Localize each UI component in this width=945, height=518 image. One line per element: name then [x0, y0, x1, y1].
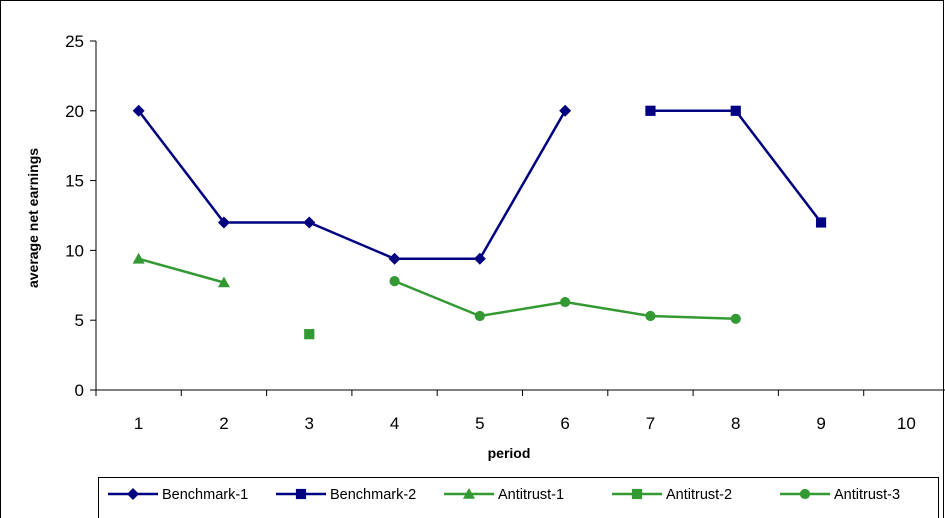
data-point-benchmark-1	[473, 252, 486, 265]
x-tick-label: 6	[560, 414, 569, 433]
legend-label-benchmark-1: Benchmark-1	[162, 487, 248, 503]
x-axis-title: period	[488, 445, 531, 461]
series-line-antitrust-1	[138, 257, 225, 284]
data-point-benchmark-1	[217, 216, 230, 229]
data-point-antitrust-3	[645, 310, 656, 322]
data-point-antitrust-1	[217, 276, 230, 288]
data-point-benchmark-1	[132, 104, 145, 117]
data-point-benchmark-2	[730, 105, 741, 116]
legend-label-antitrust-1: Antitrust-1	[498, 487, 564, 503]
legend-marker-benchmark-1	[127, 488, 139, 500]
data-point-antitrust-3	[560, 296, 571, 308]
data-point-benchmark-2	[815, 217, 827, 228]
data-point-benchmark-2	[645, 105, 656, 116]
legend-label-benchmark-2: Benchmark-2	[330, 487, 416, 503]
data-point-antitrust-3	[730, 313, 741, 324]
x-tick-label: 8	[731, 414, 740, 433]
legend-label-antitrust-3: Antitrust-3	[834, 487, 900, 503]
legend-marker-antitrust-1	[463, 488, 475, 499]
data-point-antitrust-3	[474, 310, 485, 322]
y-tick-label: 25	[65, 32, 84, 51]
data-point-benchmark-1	[388, 252, 401, 265]
x-tick-label: 9	[816, 414, 825, 433]
y-tick-label: 5	[75, 311, 84, 330]
series-line-benchmark-1	[137, 110, 567, 261]
x-tick-label: 4	[390, 414, 399, 433]
data-point-benchmark-1	[559, 104, 572, 117]
legend-box	[98, 477, 939, 518]
data-point-antitrust-3	[389, 276, 400, 287]
data-point-benchmark-1	[303, 216, 316, 229]
y-tick-label: 20	[65, 102, 84, 121]
legend-label-antitrust-2: Antitrust-2	[666, 487, 732, 503]
x-tick-label: 2	[219, 414, 228, 433]
data-point-antitrust-2	[304, 329, 315, 340]
data-point-antitrust-1	[132, 252, 145, 264]
x-tick-label: 3	[305, 414, 314, 433]
legend-marker-antitrust-3	[799, 488, 811, 500]
y-tick-label: 10	[65, 241, 84, 260]
legend: Benchmark-1 Benchmark-2 Antitrust-1 Antitru…	[98, 477, 939, 518]
x-tick-label: 7	[646, 414, 655, 433]
axes: 0 5 10 15 20 25 1 2 3 4 5 6 7 8 9 10	[65, 32, 945, 433]
y-tick-label: 15	[65, 172, 84, 191]
x-tick-label: 5	[475, 414, 484, 433]
x-tick-label: 10	[897, 414, 916, 433]
y-tick-label: 0	[75, 381, 84, 400]
legend-marker-benchmark-2	[295, 488, 307, 500]
legend-marker-antitrust-2	[631, 488, 643, 500]
x-tick-label: 1	[134, 414, 143, 433]
y-axis-title: average net earnings	[25, 148, 41, 288]
series-markers	[132, 104, 827, 340]
